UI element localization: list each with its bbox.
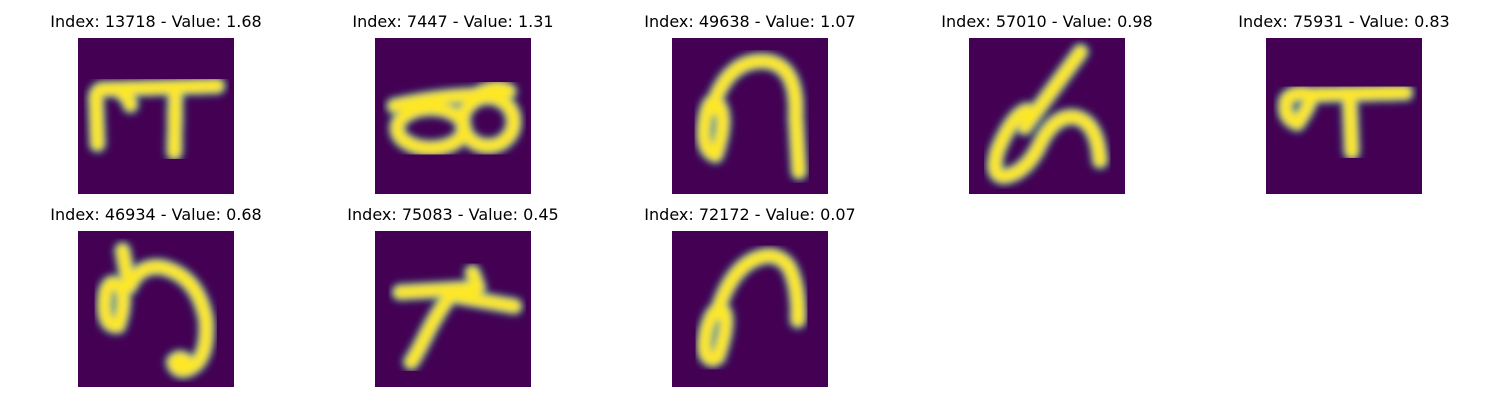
image-panel-3: Index: 49638 - Value: 1.07 (630, 11, 870, 201)
panel-title: Index: 72172 - Value: 0.07 (644, 205, 856, 224)
panel-title: Index: 75083 - Value: 0.45 (347, 205, 559, 224)
image-panel-7: Index: 75083 - Value: 0.45 (333, 204, 573, 394)
handwritten-character-image (78, 38, 234, 194)
handwritten-character-image (375, 231, 531, 387)
image-panel-4: Index: 57010 - Value: 0.98 (927, 11, 1167, 201)
image-panel-1: Index: 13718 - Value: 1.68 (36, 11, 276, 201)
handwritten-character-image (672, 231, 828, 387)
panel-title: Index: 75931 - Value: 0.83 (1238, 12, 1450, 31)
image-panel-6: Index: 46934 - Value: 0.68 (36, 204, 276, 394)
panel-title: Index: 13718 - Value: 1.68 (50, 12, 262, 31)
panel-title: Index: 7447 - Value: 1.31 (352, 12, 554, 31)
handwritten-character-image (969, 38, 1125, 194)
handwritten-character-image (78, 231, 234, 387)
panel-title: Index: 46934 - Value: 0.68 (50, 205, 262, 224)
handwritten-character-image (1266, 38, 1422, 194)
image-panel-8: Index: 72172 - Value: 0.07 (630, 204, 870, 394)
handwritten-character-image (672, 38, 828, 194)
panel-title: Index: 57010 - Value: 0.98 (941, 12, 1153, 31)
panel-title: Index: 49638 - Value: 1.07 (644, 12, 856, 31)
image-panel-2: Index: 7447 - Value: 1.31 (333, 11, 573, 201)
image-panel-5: Index: 75931 - Value: 0.83 (1224, 11, 1464, 201)
handwritten-character-image (375, 38, 531, 194)
